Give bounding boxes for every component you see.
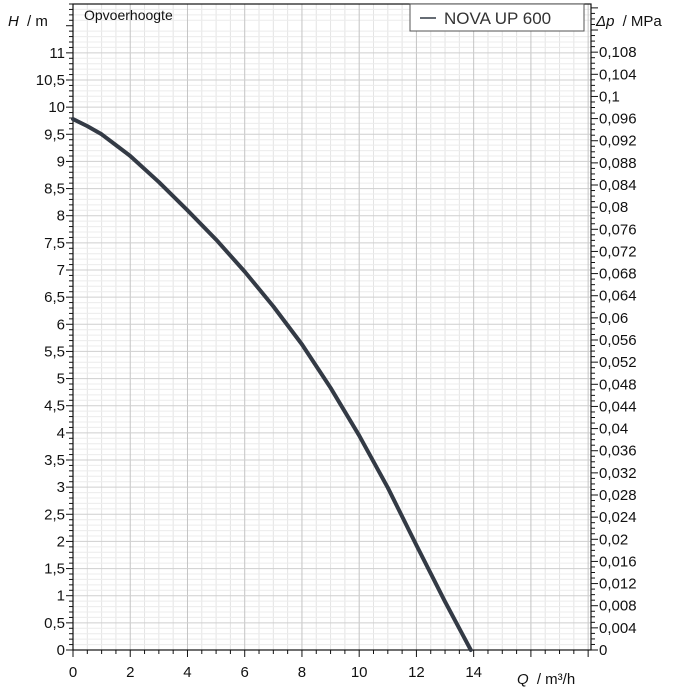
y-tick-label: 6 [57, 316, 65, 333]
y-tick-label: 9,5 [44, 126, 65, 143]
x-tick-label: 14 [465, 664, 482, 681]
y2-tick-label: 0,036 [599, 443, 637, 460]
y2-axis-title: Δp / MPa [595, 13, 662, 30]
y-tick-label: 11 [49, 45, 65, 62]
legend: NOVA UP 600 [409, 3, 585, 32]
right-axis-ticks: 0 0,004 0,008 0,012 0,016 0,02 0,024 0,028 0,032… [591, 7, 637, 659]
y2-tick-label: 0,008 [599, 598, 637, 615]
y-tick-label: 5 [57, 371, 65, 388]
y2-tick-label: 0,056 [599, 332, 637, 349]
chart-title: Opvoerhoogte [84, 7, 173, 23]
plot-frame [72, 3, 592, 651]
y2-tick-label: 0,044 [599, 398, 637, 415]
y-tick-label: 3,5 [44, 452, 65, 469]
x-axis-symbol: Q [517, 671, 529, 688]
y2-tick-label: 0,064 [599, 288, 637, 305]
y-tick-label: 1 [57, 588, 65, 605]
y2-tick-label: 0,1 [599, 88, 620, 105]
y2-tick-label: 0,016 [599, 553, 637, 570]
y-tick-label: 4 [57, 425, 65, 442]
legend-entry-nova-up-600: NOVA UP 600 [444, 9, 551, 28]
y-tick-label: 8 [57, 208, 65, 225]
series-layer [71, 117, 473, 652]
x-tick-label: 10 [351, 664, 368, 681]
y-tick-label: 7,5 [44, 235, 65, 252]
y-tick-label: 7 [57, 262, 65, 279]
x-tick-label: 2 [126, 664, 134, 681]
y2-tick-label: 0,076 [599, 221, 637, 238]
y2-axis-symbol: Δp [595, 13, 614, 30]
y2-tick-label: 0,028 [599, 487, 637, 504]
y-tick-label: 6,5 [44, 289, 65, 306]
y2-tick-label: 0,012 [599, 576, 637, 593]
y2-tick-label: 0,088 [599, 155, 637, 172]
y-tick-label: 5,5 [44, 343, 65, 360]
y-axis-symbol: H [8, 13, 19, 30]
y-tick-label: 1,5 [44, 561, 65, 578]
y-tick-label: 2 [57, 533, 65, 550]
y2-tick-label: 0,104 [599, 66, 637, 83]
y2-tick-label: 0,048 [599, 376, 637, 393]
grid-minor [73, 4, 591, 650]
y2-tick-label: 0,032 [599, 465, 637, 482]
x-tick-label: 6 [241, 664, 249, 681]
y-axis-unit: / m [27, 13, 48, 30]
y2-tick-label: 0,084 [599, 177, 637, 194]
y-tick-label: 10 [48, 99, 65, 116]
series-line-nova-up-600 [71, 117, 473, 652]
y-tick-label: 8,5 [44, 181, 65, 198]
y-tick-label: 3 [57, 479, 65, 496]
y2-tick-label: 0,04 [599, 421, 628, 438]
y2-tick-label: 0,02 [599, 531, 628, 548]
y-axis-title: H / m [8, 13, 48, 30]
x-axis-title: Q / m³/h [517, 671, 575, 688]
y-tick-label: 9 [57, 153, 65, 170]
x-axis-unit: / m³/h [537, 671, 575, 688]
y2-tick-label: 0,004 [599, 620, 637, 637]
x-tick-label: 8 [298, 664, 306, 681]
x-tick-label: 0 [69, 664, 77, 681]
y2-tick-label: 0,052 [599, 354, 637, 371]
y-tick-label: 0 [57, 642, 65, 659]
x-tick-label: 4 [183, 664, 191, 681]
y-tick-label: 10,5 [36, 72, 65, 89]
y2-tick-label: 0,072 [599, 243, 637, 260]
y2-tick-label: 0 [599, 642, 607, 659]
grid-major [73, 4, 591, 650]
bottom-axis-ticks: 0 2 4 6 8 10 12 14 [69, 650, 589, 681]
y2-tick-label: 0,108 [599, 44, 637, 61]
x-tick-label: 12 [408, 664, 425, 681]
y-tick-label: 0,5 [44, 615, 65, 632]
y2-tick-label: 0,06 [599, 310, 628, 327]
legend-box [409, 3, 585, 32]
y2-tick-label: 0,092 [599, 133, 637, 150]
y2-axis-unit: / MPa [623, 13, 663, 30]
y2-tick-label: 0,096 [599, 111, 637, 128]
y-tick-label: 2,5 [44, 506, 65, 523]
y-tick-label: 4,5 [44, 398, 65, 415]
y2-tick-label: 0,068 [599, 266, 637, 283]
y2-tick-label: 0,08 [599, 199, 628, 216]
y2-tick-label: 0,024 [599, 509, 637, 526]
left-axis-ticks: 0 0,5 1 1,5 2 2,5 3 3,5 4 4,5 5 5,5 6 6,5 7 7,5 8 8,5 9 9,5… [36, 3, 73, 659]
